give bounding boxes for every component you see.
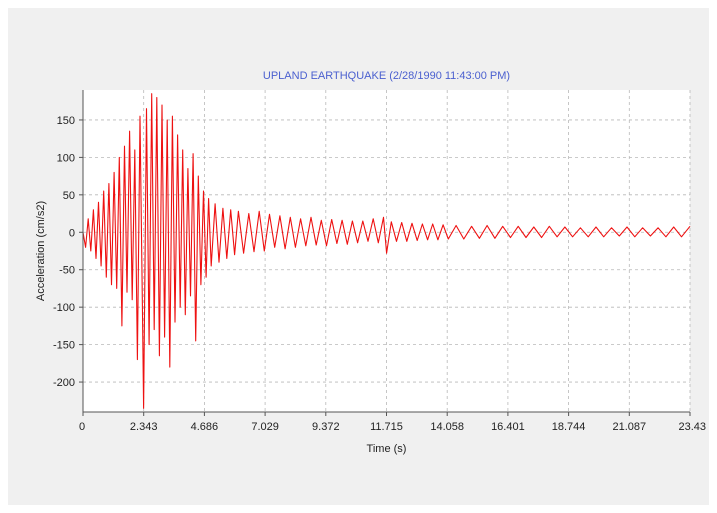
x-tick-labels: 0 2.343 4.686 7.029 9.372 11.715 14.058 16.401 1… [79, 412, 706, 433]
chart-title: UPLAND EARTHQUAKE (2/28/1990 11:43:00 PM… [263, 70, 510, 82]
x-tick-label: 23.43 [678, 421, 706, 433]
y-tick-labels: 150 100 50 0 -50 -100 -150 -200 [53, 115, 83, 389]
x-tick-label: 7.029 [251, 421, 279, 433]
grid-lines [83, 90, 691, 412]
x-tick-label: 14.058 [430, 421, 464, 433]
y-tick-label: 50 [63, 190, 75, 202]
y-tick-label: 0 [69, 227, 75, 239]
x-tick-label: 2.343 [130, 421, 158, 433]
x-tick-label: 18.744 [552, 421, 586, 433]
x-tick-label: 21.087 [612, 421, 646, 433]
y-axis-title: Acceleration (cm/s2) [35, 201, 47, 301]
y-tick-label: 150 [57, 115, 75, 127]
x-tick-label: 9.372 [312, 421, 340, 433]
x-axis-title: Time (s) [367, 443, 407, 455]
y-tick-label: 100 [57, 152, 75, 164]
y-tick-label: -50 [59, 265, 75, 277]
x-tick-label: 11.715 [370, 421, 403, 433]
x-tick-label: 16.401 [491, 421, 525, 433]
x-tick-label: 4.686 [191, 421, 219, 433]
y-tick-label: -200 [53, 377, 75, 389]
y-tick-label: -150 [53, 340, 75, 352]
x-tick-label: 0 [79, 421, 85, 433]
series-line-acceleration [82, 93, 691, 409]
y-tick-label: -100 [53, 302, 75, 314]
